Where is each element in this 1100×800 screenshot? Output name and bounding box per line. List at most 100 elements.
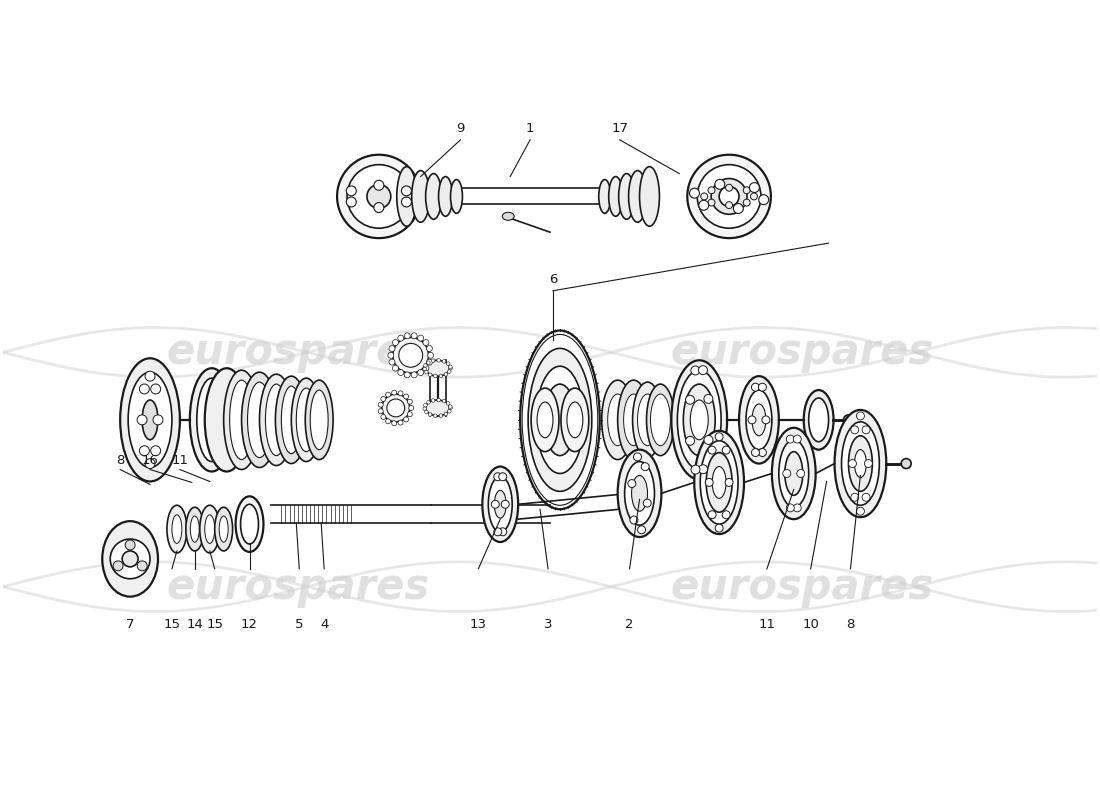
- Circle shape: [418, 370, 424, 375]
- Circle shape: [402, 197, 411, 207]
- Circle shape: [734, 203, 744, 214]
- Circle shape: [685, 395, 694, 404]
- Circle shape: [783, 470, 791, 478]
- Ellipse shape: [628, 170, 647, 222]
- Circle shape: [138, 561, 147, 571]
- Ellipse shape: [197, 378, 227, 462]
- Circle shape: [748, 416, 756, 424]
- Circle shape: [387, 399, 405, 417]
- Ellipse shape: [618, 380, 649, 459]
- Circle shape: [424, 365, 429, 371]
- Ellipse shape: [167, 506, 187, 553]
- Circle shape: [793, 435, 801, 443]
- Ellipse shape: [602, 380, 634, 459]
- Circle shape: [751, 383, 759, 391]
- Circle shape: [502, 500, 509, 508]
- Circle shape: [449, 406, 452, 410]
- Circle shape: [404, 417, 408, 422]
- Ellipse shape: [746, 390, 772, 450]
- Circle shape: [392, 390, 397, 395]
- Circle shape: [398, 335, 404, 341]
- Circle shape: [422, 367, 427, 370]
- Ellipse shape: [275, 376, 307, 463]
- Circle shape: [442, 359, 446, 363]
- Ellipse shape: [223, 370, 260, 470]
- Circle shape: [151, 446, 161, 456]
- Circle shape: [405, 333, 410, 338]
- Circle shape: [425, 370, 428, 374]
- Circle shape: [337, 154, 420, 238]
- Circle shape: [498, 473, 507, 481]
- Circle shape: [698, 366, 707, 374]
- Text: 2: 2: [625, 618, 634, 631]
- Circle shape: [425, 410, 428, 414]
- Circle shape: [862, 426, 870, 434]
- Ellipse shape: [647, 384, 674, 456]
- Circle shape: [758, 449, 767, 457]
- Ellipse shape: [638, 394, 658, 446]
- Ellipse shape: [566, 402, 583, 438]
- Circle shape: [698, 465, 707, 474]
- Circle shape: [448, 410, 451, 413]
- Ellipse shape: [102, 521, 158, 597]
- Ellipse shape: [426, 360, 450, 376]
- Circle shape: [850, 426, 859, 434]
- Circle shape: [759, 194, 769, 205]
- Ellipse shape: [214, 507, 232, 551]
- Circle shape: [439, 414, 442, 418]
- Ellipse shape: [265, 384, 287, 456]
- Ellipse shape: [650, 394, 670, 446]
- Ellipse shape: [260, 374, 294, 466]
- Circle shape: [447, 362, 450, 366]
- Ellipse shape: [631, 475, 648, 511]
- Ellipse shape: [451, 179, 462, 214]
- Circle shape: [138, 415, 147, 425]
- Circle shape: [494, 473, 502, 481]
- Circle shape: [750, 193, 758, 200]
- Text: 7: 7: [125, 618, 134, 631]
- Ellipse shape: [200, 506, 220, 553]
- Text: 9: 9: [456, 122, 464, 135]
- Circle shape: [715, 433, 723, 441]
- Circle shape: [498, 528, 507, 536]
- Circle shape: [758, 383, 767, 391]
- Text: 15: 15: [164, 618, 180, 631]
- Circle shape: [449, 365, 452, 369]
- Ellipse shape: [701, 441, 738, 524]
- Circle shape: [749, 182, 759, 193]
- Ellipse shape: [844, 415, 854, 425]
- Circle shape: [705, 478, 713, 486]
- Circle shape: [723, 510, 730, 518]
- Circle shape: [850, 494, 859, 502]
- Circle shape: [427, 359, 432, 365]
- Ellipse shape: [901, 458, 911, 469]
- Circle shape: [444, 412, 448, 416]
- Text: eurospares: eurospares: [167, 331, 430, 374]
- Circle shape: [407, 412, 412, 417]
- Circle shape: [110, 539, 150, 578]
- Circle shape: [393, 365, 398, 371]
- Circle shape: [641, 462, 649, 470]
- Circle shape: [424, 339, 429, 346]
- Circle shape: [751, 449, 759, 457]
- Circle shape: [449, 366, 452, 370]
- Ellipse shape: [632, 382, 662, 458]
- Circle shape: [424, 364, 427, 367]
- Ellipse shape: [618, 174, 635, 219]
- Circle shape: [367, 185, 390, 208]
- Circle shape: [398, 370, 404, 375]
- Circle shape: [704, 394, 713, 403]
- Circle shape: [427, 361, 430, 364]
- Circle shape: [113, 561, 123, 571]
- Circle shape: [697, 165, 761, 228]
- Circle shape: [725, 478, 733, 486]
- Ellipse shape: [186, 507, 204, 551]
- Circle shape: [433, 414, 437, 418]
- Circle shape: [688, 154, 771, 238]
- Circle shape: [405, 372, 410, 378]
- Circle shape: [411, 372, 417, 378]
- Circle shape: [346, 165, 410, 228]
- Circle shape: [382, 394, 409, 422]
- Text: 8: 8: [846, 618, 855, 631]
- Circle shape: [346, 186, 356, 196]
